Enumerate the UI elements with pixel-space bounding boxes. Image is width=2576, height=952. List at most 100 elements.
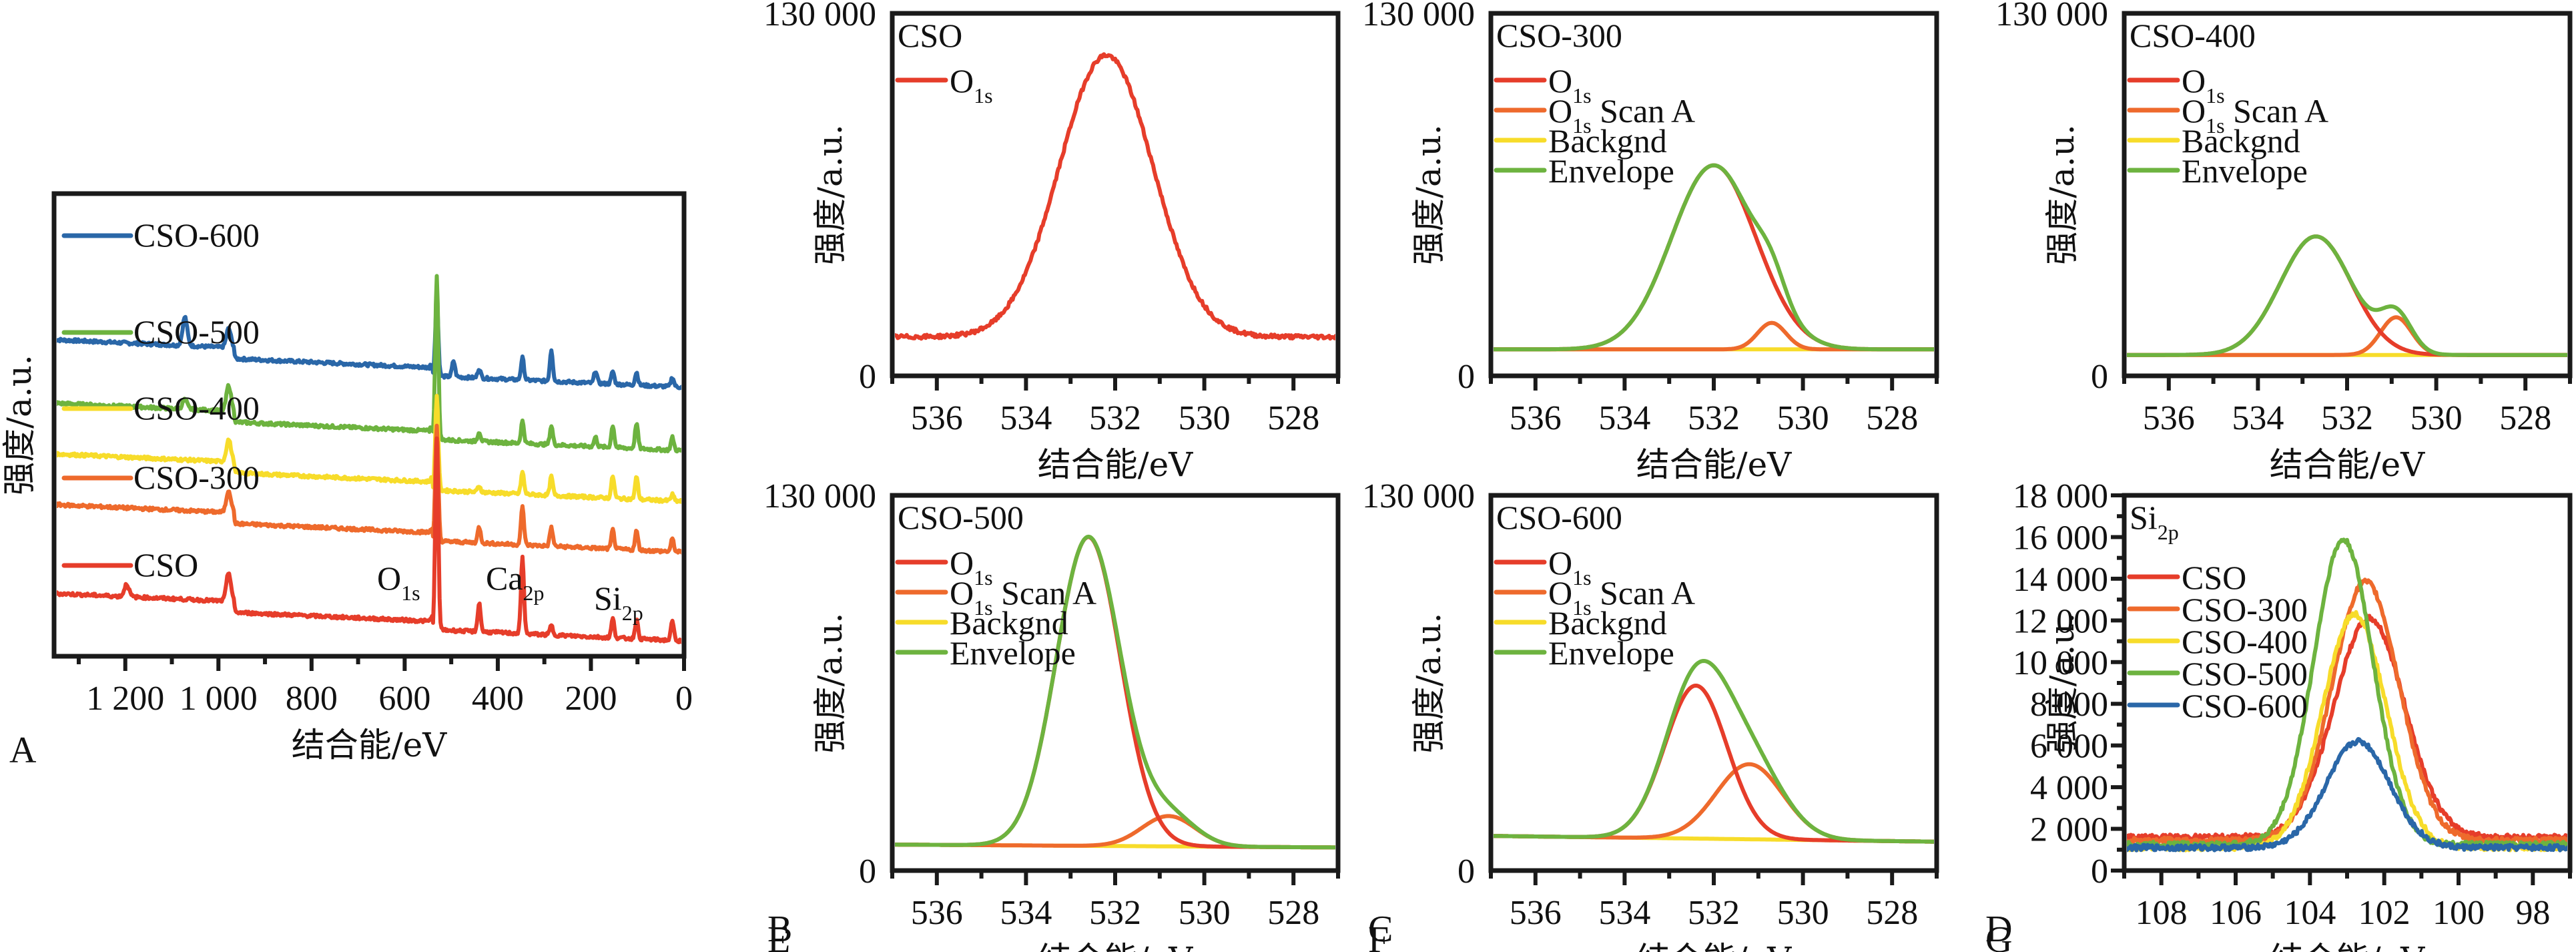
panel-e: E 536 534 532 530 528 0 130 000 结合能/eV 强度/a.u. CSO… — [763, 477, 1341, 952]
legend-item-cso-400: CSO-400 — [2127, 623, 2308, 660]
series-line-o1s-scan-a — [2127, 315, 2567, 357]
x-tick-label: 98 — [2515, 894, 2550, 932]
legend-item-o1s-scan-a: O1s Scan A — [1494, 574, 1695, 620]
x-tick-label: 530 — [1777, 894, 1829, 932]
x-tick-label: 534 — [2232, 399, 2284, 437]
x-tick-label: 536 — [1510, 894, 1562, 932]
series-line-o1s — [2127, 234, 2567, 357]
series-line-envelope — [1494, 659, 1934, 844]
legend-item-o1s: O1s — [2127, 62, 2225, 107]
peak-annotation-si: Si2p — [594, 579, 643, 625]
peak-annotation-ca: Ca2p — [486, 559, 545, 605]
series-line-cso-600 — [57, 298, 681, 391]
x-tick-label: 1 200 — [86, 680, 164, 718]
legend-label: Backgnd — [1548, 122, 1667, 160]
x-tick-label: 532 — [1688, 894, 1740, 932]
x-axis-title: 结合能/eV — [1038, 940, 1193, 952]
x-tick-label: 536 — [2143, 399, 2195, 437]
legend-item-cso-600: CSO-600 — [2127, 687, 2308, 724]
y-tick-label: 2 000 — [2030, 811, 2108, 849]
series-line-o1s-scan-a — [895, 814, 1335, 850]
plot-frame — [1488, 493, 1939, 873]
legend-label: Envelope — [2182, 152, 2308, 190]
y-tick-label: 10 000 — [2013, 644, 2108, 682]
y-tick-label: 6 000 — [2030, 728, 2108, 766]
x-tick-label: 600 — [378, 680, 430, 718]
plot-frame — [890, 493, 1341, 873]
legend-item-o1s: O1s — [1494, 62, 1592, 107]
panel-sample-label: CSO-600 — [1496, 499, 1622, 536]
plot-area — [1494, 659, 1934, 844]
legend-label: Backgnd — [1548, 604, 1667, 642]
y-tick-label: 18 000 — [2013, 477, 2108, 515]
y-tick-label: 4 000 — [2030, 769, 2108, 807]
y-tick-label: 130 000 — [1362, 477, 1475, 515]
legend-label: O1s — [1548, 544, 1592, 589]
x-tick-label: 528 — [1267, 399, 1319, 437]
peak-annotation-o: O1s — [377, 559, 420, 605]
y-axis-title: 强度/a.u. — [1409, 613, 1448, 754]
series-line-cso-600 — [2127, 737, 2567, 853]
legend-label: CSO — [2182, 559, 2246, 596]
x-tick-label: 534 — [1000, 894, 1052, 932]
legend-label: CSO-400 — [2182, 623, 2308, 660]
legend-label: Envelope — [950, 634, 1076, 672]
panel-letter-c: C — [1368, 909, 1393, 950]
legend-item-o1s: O1s — [1494, 544, 1592, 589]
x-axis-title: 结合能/eV — [292, 726, 447, 764]
x-tick-label: 108 — [2136, 894, 2188, 932]
x-axis-title: 结合能/eV — [1038, 445, 1193, 484]
legend-item-o1s-scan-a: O1s Scan A — [895, 574, 1096, 620]
plot-area — [2127, 234, 2567, 357]
panel-sample-label: CSO-400 — [2130, 17, 2256, 54]
legend-item-o1s: O1s — [895, 544, 993, 589]
y-tick-label: 0 — [1458, 358, 1475, 396]
x-tick-label: 528 — [1267, 894, 1319, 932]
x-tick-label: 530 — [1179, 399, 1231, 437]
series-line-o1s — [895, 52, 1335, 341]
legend-label: O1s Scan A — [950, 574, 1096, 620]
panel-sample-label: CSO — [898, 17, 962, 54]
legend-item-backgnd: Backgnd — [1494, 122, 1667, 160]
x-tick-label: 532 — [1688, 399, 1740, 437]
series-line-o1s — [1494, 163, 1934, 352]
legend-label: CSO-400 — [133, 389, 260, 427]
legend-item-backgnd: Backgnd — [2127, 122, 2300, 160]
x-tick-label: 536 — [911, 399, 963, 437]
panel-letter-a: A — [9, 730, 37, 771]
y-axis-title: 强度/a.u. — [2043, 124, 2081, 265]
y-tick-label: 16 000 — [2013, 519, 2108, 557]
x-tick-label: 530 — [2410, 399, 2463, 437]
panel-b: B 536 534 532 530 528 0 130 000 结合能/eV 强度/a.u. CSO… — [763, 0, 1341, 950]
y-tick-label: 12 000 — [2013, 602, 2108, 640]
x-tick-label: 106 — [2210, 894, 2262, 932]
legend-item-cso-400: CSO-400 — [61, 389, 260, 427]
x-tick-label: 800 — [286, 680, 338, 718]
y-axis-title: 强度/a.u. — [811, 124, 850, 265]
y-tick-label: 130 000 — [763, 0, 876, 33]
legend-label: O1s Scan A — [2182, 92, 2328, 138]
series-line-o1s-scan-a — [1494, 762, 1934, 844]
x-tick-label: 102 — [2358, 894, 2410, 932]
legend-label: O1s — [950, 544, 993, 589]
y-tick-label: 130 000 — [1995, 0, 2108, 33]
y-axis-title: 强度/a.u. — [1409, 124, 1448, 265]
panel-a: A 1 200 1 000 800 600 400 200 0 结合能/eV 强度/a.u. CSO… — [0, 191, 693, 771]
legend-item-o1s-scan-a: O1s Scan A — [1494, 92, 1695, 138]
x-axis-title: 结合能/eV — [1636, 445, 1792, 484]
y-tick-label: 0 — [2091, 358, 2108, 396]
x-tick-label: 104 — [2284, 894, 2336, 932]
legend-item-o1s-scan-a: O1s Scan A — [2127, 92, 2328, 138]
x-axis-title: 结合能/eV — [2270, 940, 2425, 952]
y-tick-label: 130 000 — [1362, 0, 1475, 33]
legend-item-cso-300: CSO-300 — [61, 459, 260, 496]
series-line-envelope — [2127, 234, 2567, 357]
legend-item-cso-500: CSO-500 — [61, 313, 260, 350]
panel-letter-g: G — [1985, 919, 2012, 952]
y-tick-label: 130 000 — [763, 477, 876, 515]
legend-label: CSO-600 — [2182, 687, 2308, 724]
legend-item-backgnd: Backgnd — [895, 604, 1068, 642]
legend-label: Backgnd — [950, 604, 1068, 642]
x-tick-label: 532 — [2321, 399, 2373, 437]
